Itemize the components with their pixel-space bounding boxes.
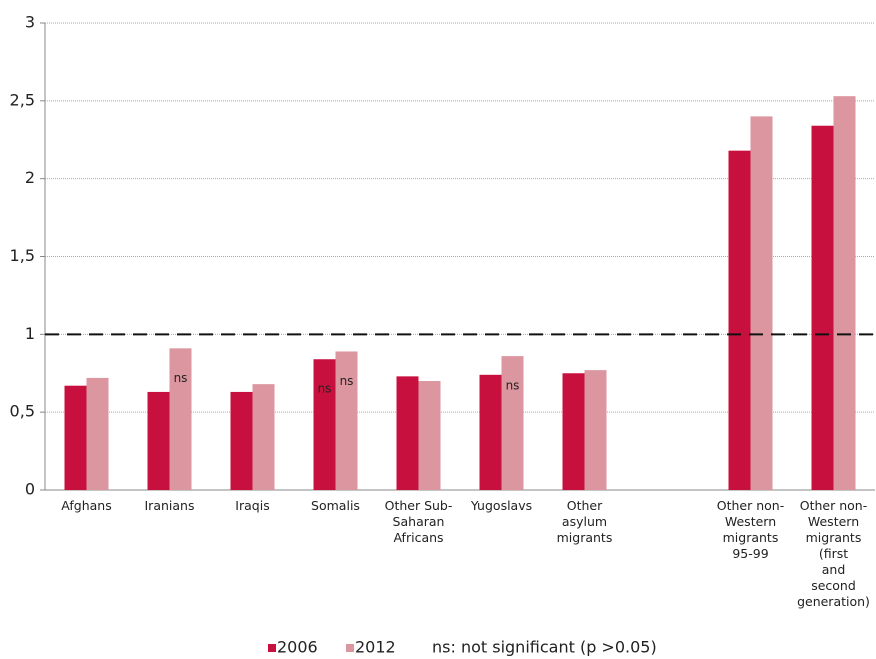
bar	[147, 391, 170, 490]
bar	[584, 370, 607, 490]
bar	[833, 96, 856, 490]
x-tick-label: Other non- Western migrants 95-99	[716, 498, 785, 561]
x-tick-label: Somalis	[311, 498, 360, 513]
bar	[501, 356, 524, 490]
bar	[479, 374, 502, 490]
y-tick-label: 2	[25, 168, 35, 187]
x-tick-label: Other non- Western migrants (first and s…	[797, 498, 870, 609]
legend-label: 2012	[355, 638, 396, 657]
y-tick-label: 2,5	[10, 90, 35, 109]
bar	[335, 351, 358, 490]
legend-label: 2006	[277, 638, 318, 657]
x-tick-label: Afghans	[61, 498, 112, 513]
x-tick-label: Iraqis	[235, 498, 270, 513]
x-tick-label: Other Sub- Saharan Africans	[384, 498, 453, 545]
y-tick-label: 0	[25, 480, 35, 499]
bar-annotation: ns	[506, 379, 520, 393]
x-tick-label: Iranians	[144, 498, 195, 513]
y-tick-label: 1,5	[10, 246, 35, 265]
bar	[313, 359, 336, 490]
x-tick-label: Other asylum migrants	[556, 498, 613, 545]
legend-swatch	[346, 644, 354, 652]
bar	[396, 376, 419, 490]
bar	[169, 348, 192, 490]
bar	[728, 150, 751, 490]
legend-swatch	[268, 644, 276, 652]
bar	[418, 381, 441, 490]
bar	[562, 373, 585, 490]
y-tick-label: 1	[25, 324, 35, 343]
bar-annotation: ns	[340, 374, 354, 388]
bar	[230, 391, 253, 490]
legend-note: ns: not significant (p >0.05)	[432, 638, 657, 657]
bar	[86, 377, 109, 490]
y-tick-label: 0,5	[10, 402, 35, 421]
bar	[750, 116, 773, 491]
x-tick-label: Yugoslavs	[470, 498, 533, 513]
bar	[811, 125, 834, 491]
bar-annotation: ns	[174, 371, 188, 385]
bar	[64, 385, 87, 490]
bar-annotation: ns	[318, 382, 332, 396]
y-tick-label: 3	[25, 13, 35, 32]
bar	[252, 384, 275, 490]
